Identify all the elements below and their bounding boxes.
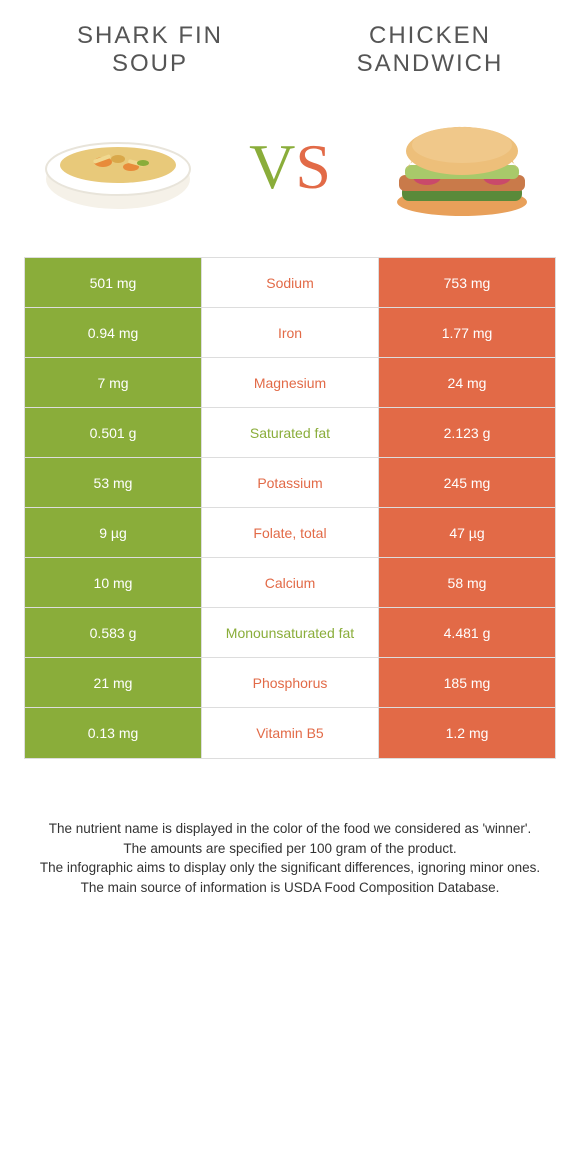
right-value: 1.2 mg (378, 708, 555, 758)
left-value: 21 mg (25, 658, 202, 707)
left-value: 7 mg (25, 358, 202, 407)
left-food-image (33, 102, 203, 232)
footer-line: The main source of information is USDA F… (30, 878, 550, 898)
vs-row: VS (0, 87, 580, 257)
left-value: 0.501 g (25, 408, 202, 457)
right-value: 185 mg (378, 658, 555, 707)
right-food-title: ChickenSandwich (330, 22, 530, 77)
left-value: 0.13 mg (25, 708, 202, 758)
nutrient-label: Phosphorus (202, 658, 378, 707)
nutrient-label: Iron (202, 308, 378, 357)
footer-line: The infographic aims to display only the… (30, 858, 550, 878)
table-row: 0.94 mgIron1.77 mg (25, 308, 555, 358)
right-value: 753 mg (378, 258, 555, 307)
vs-s: S (295, 130, 331, 204)
table-row: 0.501 gSaturated fat2.123 g (25, 408, 555, 458)
right-value: 24 mg (378, 358, 555, 407)
table-row: 21 mgPhosphorus185 mg (25, 658, 555, 708)
vs-label: VS (249, 130, 331, 204)
vs-v: V (249, 130, 295, 204)
left-food-title: Shark FinSoup (50, 22, 250, 77)
right-value: 2.123 g (378, 408, 555, 457)
right-value: 1.77 mg (378, 308, 555, 357)
table-row: 53 mgPotassium245 mg (25, 458, 555, 508)
soup-bowl-icon (33, 107, 203, 227)
nutrient-label: Folate, total (202, 508, 378, 557)
table-row: 0.13 mgVitamin B51.2 mg (25, 708, 555, 758)
table-row: 501 mgSodium753 mg (25, 258, 555, 308)
table-row: 9 µgFolate, total47 µg (25, 508, 555, 558)
nutrient-label: Calcium (202, 558, 378, 607)
footer-line: The amounts are specified per 100 gram o… (30, 839, 550, 859)
footer-line: The nutrient name is displayed in the co… (30, 819, 550, 839)
right-value: 47 µg (378, 508, 555, 557)
table-row: 7 mgMagnesium24 mg (25, 358, 555, 408)
nutrient-label: Vitamin B5 (202, 708, 378, 758)
left-value: 0.94 mg (25, 308, 202, 357)
right-food-image (377, 102, 547, 232)
left-value: 9 µg (25, 508, 202, 557)
nutrient-label: Monounsaturated fat (202, 608, 378, 657)
table-row: 10 mgCalcium58 mg (25, 558, 555, 608)
left-value: 53 mg (25, 458, 202, 507)
table-row: 0.583 gMonounsaturated fat4.481 g (25, 608, 555, 658)
nutrient-label: Potassium (202, 458, 378, 507)
right-value: 4.481 g (378, 608, 555, 657)
nutrient-label: Sodium (202, 258, 378, 307)
right-value: 245 mg (378, 458, 555, 507)
footer-notes: The nutrient name is displayed in the co… (0, 759, 580, 897)
left-value: 501 mg (25, 258, 202, 307)
right-value: 58 mg (378, 558, 555, 607)
header: Shark FinSoup ChickenSandwich (0, 0, 580, 87)
sandwich-icon (377, 107, 547, 227)
left-value: 10 mg (25, 558, 202, 607)
nutrient-label: Saturated fat (202, 408, 378, 457)
left-value: 0.583 g (25, 608, 202, 657)
nutrient-label: Magnesium (202, 358, 378, 407)
nutrient-table: 501 mgSodium753 mg0.94 mgIron1.77 mg7 mg… (24, 257, 556, 759)
